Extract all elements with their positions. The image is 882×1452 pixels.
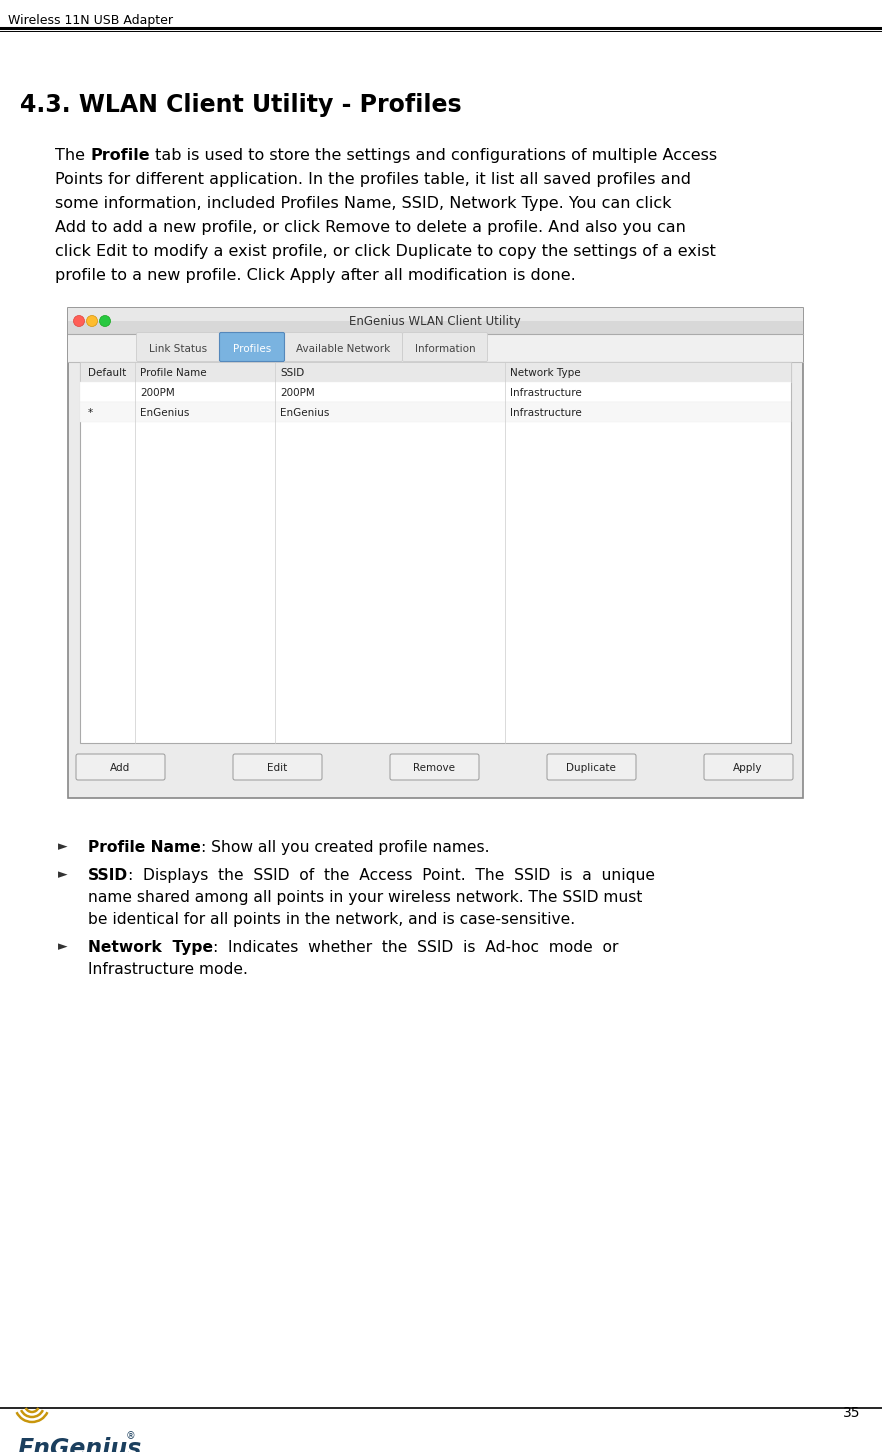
FancyBboxPatch shape <box>220 333 285 362</box>
Text: ►: ► <box>58 939 68 953</box>
Bar <box>80 382 791 402</box>
FancyBboxPatch shape <box>547 754 636 780</box>
Text: The: The <box>55 148 90 163</box>
Text: 200PM: 200PM <box>140 388 175 398</box>
Text: ►: ► <box>58 841 68 852</box>
Bar <box>80 362 791 382</box>
Text: EnGenius: EnGenius <box>140 408 190 418</box>
Text: ►: ► <box>58 868 68 881</box>
Bar <box>80 362 791 743</box>
Text: Link Status: Link Status <box>149 344 207 354</box>
Text: Network  Type: Network Type <box>88 939 213 955</box>
Text: EnGenius: EnGenius <box>18 1437 142 1452</box>
Text: Profiles: Profiles <box>233 344 271 354</box>
FancyBboxPatch shape <box>390 754 479 780</box>
Text: Default: Default <box>88 367 126 378</box>
Text: 4.3. WLAN Client Utility - Profiles: 4.3. WLAN Client Utility - Profiles <box>20 93 461 118</box>
Circle shape <box>73 315 85 327</box>
Bar <box>68 308 803 334</box>
Text: :  Displays  the  SSID  of  the  Access  Point.  The  SSID  is  a  unique: : Displays the SSID of the Access Point.… <box>128 868 655 883</box>
Text: :  Indicates  whether  the  SSID  is  Ad-hoc  mode  or: : Indicates whether the SSID is Ad-hoc m… <box>213 939 618 955</box>
FancyBboxPatch shape <box>285 333 402 362</box>
Text: Add: Add <box>110 762 131 772</box>
Bar <box>68 334 803 362</box>
Text: Network Type: Network Type <box>510 367 580 378</box>
Bar <box>68 308 803 799</box>
Text: click Edit to modify a exist profile, or click Duplicate to copy the settings of: click Edit to modify a exist profile, or… <box>55 244 716 258</box>
Bar <box>80 402 791 423</box>
FancyBboxPatch shape <box>704 754 793 780</box>
Text: 200PM: 200PM <box>280 388 315 398</box>
Text: Wireless 11N USB Adapter: Wireless 11N USB Adapter <box>8 15 173 28</box>
Text: Edit: Edit <box>267 762 288 772</box>
Text: be identical for all points in the network, and is case-sensitive.: be identical for all points in the netwo… <box>88 912 575 926</box>
Text: Add to add a new profile, or click Remove to delete a profile. And also you can: Add to add a new profile, or click Remov… <box>55 221 686 235</box>
Text: Profile Name: Profile Name <box>140 367 206 378</box>
Text: Infrastructure: Infrastructure <box>510 388 582 398</box>
Text: SSID: SSID <box>88 868 128 883</box>
Text: Infrastructure mode.: Infrastructure mode. <box>88 963 248 977</box>
Circle shape <box>100 315 110 327</box>
Text: EnGenius: EnGenius <box>280 408 329 418</box>
Text: Available Network: Available Network <box>295 344 390 354</box>
Text: : Show all you created profile names.: : Show all you created profile names. <box>201 841 490 855</box>
FancyBboxPatch shape <box>76 754 165 780</box>
Text: Infrastructure: Infrastructure <box>510 408 582 418</box>
Text: Apply: Apply <box>733 762 763 772</box>
Text: tab is used to store the settings and configurations of multiple Access: tab is used to store the settings and co… <box>150 148 717 163</box>
FancyBboxPatch shape <box>233 754 322 780</box>
Text: *: * <box>88 408 93 418</box>
Text: Profile Name: Profile Name <box>88 841 201 855</box>
Circle shape <box>86 315 98 327</box>
Text: Profile: Profile <box>90 148 150 163</box>
Text: Points for different application. In the profiles table, it list all saved profi: Points for different application. In the… <box>55 171 691 187</box>
Text: ®: ® <box>126 1432 136 1440</box>
Text: name shared among all points in your wireless network. The SSID must: name shared among all points in your wir… <box>88 890 642 905</box>
FancyBboxPatch shape <box>402 333 488 362</box>
Text: Duplicate: Duplicate <box>566 762 616 772</box>
FancyBboxPatch shape <box>137 333 220 362</box>
Text: SSID: SSID <box>280 367 304 378</box>
Bar <box>68 308 803 321</box>
Text: 35: 35 <box>842 1406 860 1420</box>
Text: EnGenius WLAN Client Utility: EnGenius WLAN Client Utility <box>349 315 521 328</box>
Text: some information, included Profiles Name, SSID, Network Type. You can click: some information, included Profiles Name… <box>55 196 671 211</box>
Text: profile to a new profile. Click Apply after all modification is done.: profile to a new profile. Click Apply af… <box>55 269 576 283</box>
Text: Information: Information <box>415 344 475 354</box>
Text: Remove: Remove <box>413 762 455 772</box>
